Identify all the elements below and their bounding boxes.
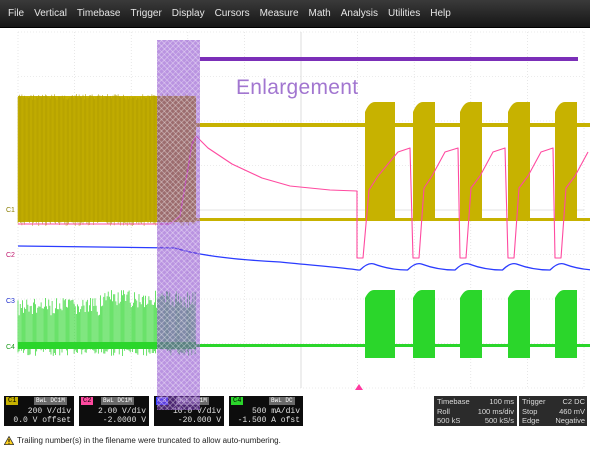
timebase-samples: 500 kS xyxy=(437,416,461,425)
channel-c1-box[interactable]: C1 BwL DC1M 200 V/div 0.0 V offset xyxy=(4,396,74,426)
c4-burst xyxy=(460,290,482,358)
c3-waveform xyxy=(17,245,590,271)
trigger-mode: Stop xyxy=(522,407,538,416)
c1-burst-block xyxy=(18,96,196,222)
channel-c1-header: C1 BwL DC1M xyxy=(4,396,74,405)
menu-utilities[interactable]: Utilities xyxy=(387,8,421,19)
channel-c4-scale: 500 mA/div xyxy=(251,407,300,416)
timebase-value: 100 ms xyxy=(489,397,514,406)
channel-c4-coupling: BwL DC xyxy=(269,397,295,405)
trigger-type: Edge xyxy=(522,416,540,425)
trigger-slope: Negative xyxy=(555,416,585,425)
trigger-position-marker[interactable] xyxy=(355,384,363,390)
timebase-per-div: 100 ms/div xyxy=(477,407,514,416)
menu-analysis[interactable]: Analysis xyxy=(340,8,378,19)
trace-c3 xyxy=(17,245,590,271)
channel-c4-tag: C4 xyxy=(231,397,244,405)
menu-measure[interactable]: Measure xyxy=(259,8,299,19)
channel-c2-tag: C2 xyxy=(81,397,94,405)
c1-burst xyxy=(555,102,577,218)
marker-c2[interactable]: C2 xyxy=(6,252,15,259)
menu-bar: File Vertical Timebase Trigger Display C… xyxy=(0,0,590,28)
channel-c2-header: C2 BwL DC1M xyxy=(79,396,149,405)
marker-c3[interactable]: C3 xyxy=(6,298,15,305)
timebase-title: Timebase xyxy=(437,397,470,406)
trigger-title: Trigger xyxy=(522,397,546,406)
c1-burst xyxy=(365,102,395,218)
enlargement-bar xyxy=(200,57,578,61)
trigger-level: 460 mV xyxy=(559,407,585,416)
menu-trigger[interactable]: Trigger xyxy=(130,8,162,19)
menu-cursors[interactable]: Cursors xyxy=(214,8,250,19)
trace-c2 xyxy=(18,135,589,259)
channel-c4-offset: -1.500 A ofst xyxy=(237,416,300,425)
channel-c1-tag: C1 xyxy=(6,397,19,405)
timebase-rate: 500 kS/s xyxy=(484,416,514,425)
c1-burst xyxy=(413,102,435,218)
channel-c1-coupling: BwL DC1M xyxy=(34,397,67,405)
marker-c1[interactable]: C1 xyxy=(6,207,15,214)
timebase-box[interactable]: Timebase 100 ms Roll 100 ms/div 500 kS 5… xyxy=(434,396,517,426)
menu-math[interactable]: Math xyxy=(308,8,331,19)
channel-c2-box[interactable]: C2 BwL DC1M 2.00 V/div -2.0000 V xyxy=(79,396,149,426)
channel-c1-scale: 200 V/div xyxy=(27,407,71,416)
warning-icon xyxy=(4,436,14,445)
timebase-mode: Roll xyxy=(437,407,450,416)
status-bar: Trailing number(s) in the filename were … xyxy=(0,432,590,449)
c1-burst xyxy=(508,102,530,218)
channel-c1-offset: 0.0 V offset xyxy=(13,416,71,425)
menu-vertical[interactable]: Vertical xyxy=(34,8,67,19)
channel-c3-scale: 10.0 V/div xyxy=(172,407,221,416)
menu-file[interactable]: File xyxy=(8,8,25,19)
channel-c3-header: C3 BwL DC1M xyxy=(154,396,224,405)
c4-burst xyxy=(555,290,577,358)
settings-panel: C1 BwL DC1M 200 V/div 0.0 V offset C2 Bw… xyxy=(0,392,590,432)
c2-waveform xyxy=(18,135,589,259)
menu-display[interactable]: Display xyxy=(171,8,205,19)
channel-c2-coupling: BwL DC1M xyxy=(101,397,134,405)
enlargement-label: Enlargement xyxy=(236,76,359,99)
c4-burst xyxy=(508,290,530,358)
channel-c3-tag: C3 xyxy=(156,397,169,405)
c4-burst xyxy=(413,290,435,358)
channel-c4-box[interactable]: C4 BwL DC 500 mA/div -1.500 A ofst xyxy=(229,396,303,426)
channel-c3-coupling: BwL DC1M xyxy=(176,397,209,405)
channel-c3-box[interactable]: C3 BwL DC1M 10.0 V/div -20.000 V xyxy=(154,396,224,426)
status-message: Trailing number(s) in the filename were … xyxy=(17,436,281,445)
menu-timebase[interactable]: Timebase xyxy=(76,8,121,19)
marker-c4[interactable]: C4 xyxy=(6,344,15,351)
c4-burst xyxy=(365,290,395,358)
c1-burst xyxy=(460,102,482,218)
trigger-source: C2 DC xyxy=(562,397,585,406)
menu-help[interactable]: Help xyxy=(430,8,451,19)
trace-c4 xyxy=(17,290,590,358)
c1-low-level xyxy=(196,218,590,221)
channel-c2-offset: -2.0000 V xyxy=(102,416,146,425)
channel-c3-offset: -20.000 V xyxy=(177,416,221,425)
channel-markers: C1 C2 C3 C4 xyxy=(6,207,363,390)
trigger-box[interactable]: Trigger C2 DC Stop 460 mV Edge Negative xyxy=(519,396,587,426)
channel-c4-header: C4 BwL DC xyxy=(229,396,303,405)
trace-c1 xyxy=(17,94,590,226)
channel-c2-scale: 2.00 V/div xyxy=(97,407,146,416)
c4-burst-baseline xyxy=(18,342,196,349)
